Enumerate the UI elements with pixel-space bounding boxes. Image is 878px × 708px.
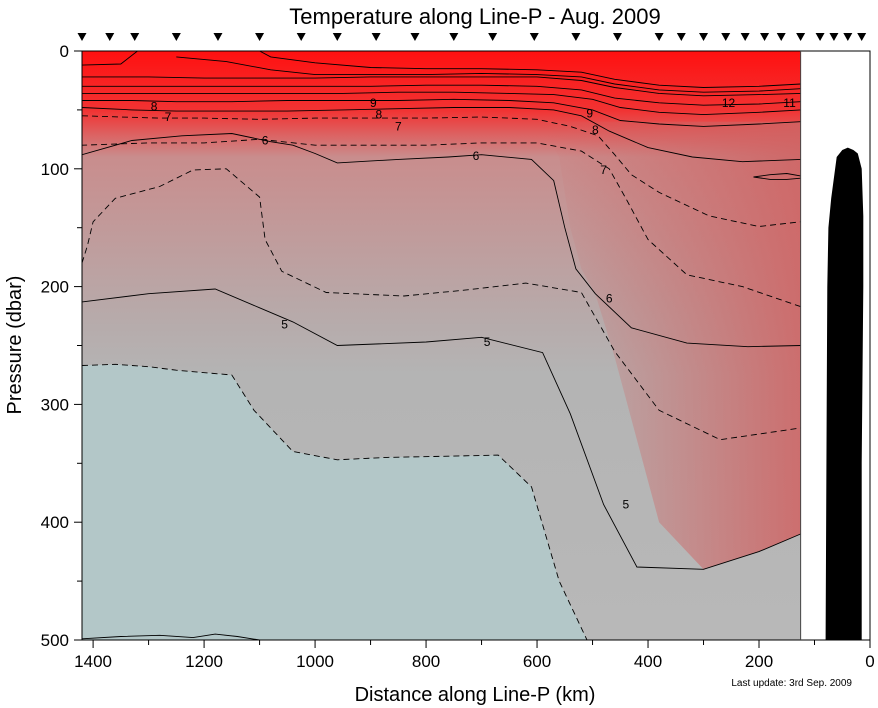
y-tick-label: 0: [60, 42, 69, 61]
y-tick-label: 200: [41, 278, 69, 297]
contour-label: 7: [165, 110, 172, 124]
y-axis-label: Pressure (dbar): [4, 276, 26, 415]
x-tick-label: 1000: [296, 652, 334, 671]
contour-label: 8: [592, 123, 599, 137]
contour-label: 5: [622, 498, 629, 512]
temperature-fill-cold-region: [82, 364, 587, 640]
x-tick-label: 600: [523, 652, 551, 671]
contour-label: 11: [783, 96, 796, 110]
x-axis-label: Distance along Line-P (km): [355, 684, 596, 706]
contour-line: [753, 173, 801, 180]
station-marker: [332, 33, 342, 41]
contour-line: [82, 91, 801, 116]
x-tick-label: 200: [745, 652, 773, 671]
station-marker: [699, 33, 709, 41]
x-tick-label: 0: [865, 652, 874, 671]
contour-line: [176, 56, 801, 93]
contour-label: 6: [473, 149, 480, 163]
station-markers: [77, 33, 867, 41]
station-marker: [829, 33, 839, 41]
x-tick-label: 800: [412, 652, 440, 671]
contour-label: 9: [370, 96, 377, 110]
station-marker: [796, 33, 806, 41]
contour-line: [82, 168, 801, 441]
station-marker: [77, 33, 87, 41]
station-marker: [776, 33, 786, 41]
station-marker: [613, 33, 623, 41]
contour-label: 6: [606, 291, 613, 305]
last-update-footnote: Last update: 3rd Sep. 2009: [731, 678, 852, 689]
contour-label: 5: [484, 335, 491, 349]
y-tick-label: 300: [41, 395, 69, 414]
x-tick-label: 400: [634, 652, 662, 671]
station-marker: [721, 33, 731, 41]
station-marker: [488, 33, 498, 41]
contour-label: 6: [262, 134, 269, 148]
contour-line: [82, 98, 801, 127]
contour-line: [82, 84, 801, 106]
station-marker: [815, 33, 825, 41]
contour-line: [82, 633, 260, 640]
contour-line: [82, 138, 801, 308]
contour-lines: [82, 51, 801, 640]
contour-label: 12: [722, 96, 736, 110]
station-marker: [760, 33, 770, 41]
station-marker: [843, 33, 853, 41]
contour-line: [82, 76, 801, 97]
station-marker: [740, 33, 750, 41]
station-marker: [571, 33, 581, 41]
station-marker: [371, 33, 381, 41]
contour-line: [82, 51, 801, 88]
station-marker: [529, 33, 539, 41]
contour-label: 7: [600, 163, 607, 177]
contour-line: [82, 115, 801, 227]
station-marker: [296, 33, 306, 41]
y-tick-label: 500: [41, 631, 69, 650]
station-marker: [105, 33, 115, 41]
y-axis-ticks: 0 100 200 300 400 500: [41, 42, 82, 650]
station-marker: [676, 33, 686, 41]
contour-label: 8: [151, 99, 158, 113]
station-marker: [449, 33, 459, 41]
y-tick-label: 400: [41, 513, 69, 532]
station-marker: [171, 33, 181, 41]
contour-line: [82, 363, 588, 640]
contour-line: [82, 288, 801, 570]
chart-title: Temperature along Line-P - Aug. 2009: [289, 4, 660, 29]
station-marker: [255, 33, 265, 41]
x-tick-label: 1200: [185, 652, 223, 671]
station-marker: [130, 33, 140, 41]
contour-label: 8: [376, 108, 383, 122]
station-marker: [857, 33, 867, 41]
contour-line: [82, 107, 801, 163]
contour-label: 7: [395, 119, 402, 133]
x-tick-label: 1400: [74, 652, 112, 671]
y-tick-label: 100: [41, 160, 69, 179]
temperature-fill-warm-region: [537, 121, 801, 570]
station-marker: [654, 33, 664, 41]
bathymetry-seafloor: [825, 147, 864, 640]
x-axis-ticks: 1400 1200 1000 800 600 400 200 0: [74, 640, 875, 671]
contour-label: 9: [586, 106, 593, 120]
contour-label: 5: [281, 317, 288, 331]
station-marker: [213, 33, 223, 41]
station-marker: [410, 33, 420, 41]
contour-line: [82, 133, 801, 348]
